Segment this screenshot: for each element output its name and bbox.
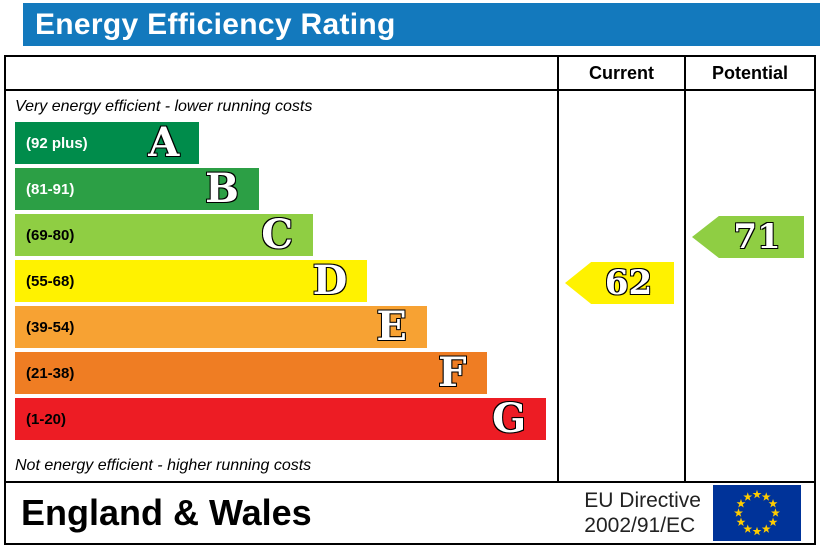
title-bar: Energy Efficiency Rating [23,3,820,46]
current-column: 62 [559,91,686,481]
region-label: England & Wales [21,492,312,533]
band-range-label: (21-38) [26,364,75,382]
potential-rating-value: 71 [733,217,781,257]
band-letter: G [491,395,527,442]
current-column-header: Current [559,57,686,89]
rating-scale: Very energy efficient - lower running co… [6,91,559,481]
epc-table: Current Potential Very energy efficient … [4,55,816,545]
band-letter: B [205,165,239,212]
band-bar-G: (1-20) G [15,395,547,442]
band-range-label: (81-91) [26,180,75,198]
band-letter: D [312,257,348,304]
current-rating-arrow: 62 [565,262,674,304]
band-row-B: (81-91) B [15,168,557,214]
band-bar-B: (81-91) B [15,168,259,210]
page-title: Energy Efficiency Rating [35,7,396,41]
footer-row: England & Wales EU Directive 2002/91/EC [6,481,814,543]
band-bar-E: (39-54) E [15,306,427,348]
band-range-label: (55-68) [26,272,75,290]
current-rating-value: 62 [604,263,653,303]
column-header-row: Current Potential [6,57,814,91]
band-row-A: (92 plus) A [15,122,557,168]
eu-flag-icon [713,485,801,541]
band-letter: C [261,211,294,258]
band-range-label: (69-80) [26,226,75,244]
chart-header-spacer [6,57,559,89]
top-note: Very energy efficient - lower running co… [15,97,313,115]
band-letter: E [376,303,407,350]
band-range-label: (1-20) [26,410,67,428]
band-row-E: (39-54) E [15,306,557,352]
band-range-label: (39-54) [26,318,75,336]
band-row-F: (21-38) F [15,352,557,398]
eu-directive-line2: 2002/91/EC [584,514,696,537]
eu-directive-line1: EU Directive [584,488,701,512]
band-bar-C: (69-80) C [15,211,314,258]
eu-flag-stars [734,489,780,536]
potential-column: 71 [686,91,814,481]
band-list: (92 plus) A (81-91) B (69-80) C (55-68) D (39-54… [6,122,557,450]
band-bar-A: (92 plus) A [15,119,200,166]
potential-column-header: Potential [711,62,788,83]
band-range-label: (92 plus) [26,134,88,152]
band-row-C: (69-80) C [15,214,557,260]
potential-rating-arrow: 71 [692,216,804,258]
chart-body-row: Very energy efficient - lower running co… [6,91,814,481]
band-row-D: (55-68) D [15,260,557,306]
band-bar-D: (55-68) D [15,257,368,304]
bottom-note: Not energy efficient - higher running co… [15,456,312,474]
band-letter: A [148,119,180,166]
eu-directive-text: EU Directive 2002/91/EC [584,488,701,538]
band-letter: F [438,349,467,396]
band-bar-F: (21-38) F [15,352,487,394]
band-row-G: (1-20) G [15,398,557,444]
